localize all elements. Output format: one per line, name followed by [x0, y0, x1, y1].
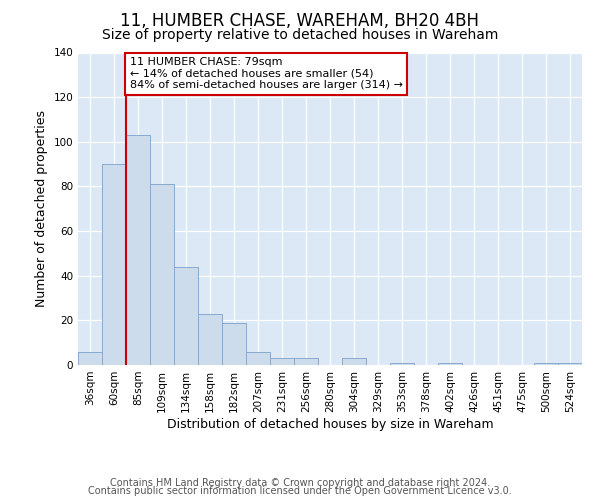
Bar: [294, 358, 318, 365]
Text: Contains HM Land Registry data © Crown copyright and database right 2024.: Contains HM Land Registry data © Crown c…: [110, 478, 490, 488]
Text: 11, HUMBER CHASE, WAREHAM, BH20 4BH: 11, HUMBER CHASE, WAREHAM, BH20 4BH: [121, 12, 479, 30]
Bar: [438, 363, 462, 365]
Bar: [102, 164, 126, 365]
Bar: [270, 358, 294, 365]
Bar: [222, 322, 246, 365]
Text: Contains public sector information licensed under the Open Government Licence v3: Contains public sector information licen…: [88, 486, 512, 496]
X-axis label: Distribution of detached houses by size in Wareham: Distribution of detached houses by size …: [167, 418, 493, 430]
Text: Size of property relative to detached houses in Wareham: Size of property relative to detached ho…: [102, 28, 498, 42]
Bar: [150, 184, 174, 365]
Bar: [558, 363, 582, 365]
Y-axis label: Number of detached properties: Number of detached properties: [35, 110, 48, 307]
Bar: [342, 358, 366, 365]
Bar: [174, 267, 198, 365]
Bar: [390, 363, 414, 365]
Text: 11 HUMBER CHASE: 79sqm
← 14% of detached houses are smaller (54)
84% of semi-det: 11 HUMBER CHASE: 79sqm ← 14% of detached…: [130, 57, 403, 90]
Bar: [126, 135, 150, 365]
Bar: [198, 314, 222, 365]
Bar: [78, 352, 102, 365]
Bar: [534, 363, 558, 365]
Bar: [246, 352, 270, 365]
